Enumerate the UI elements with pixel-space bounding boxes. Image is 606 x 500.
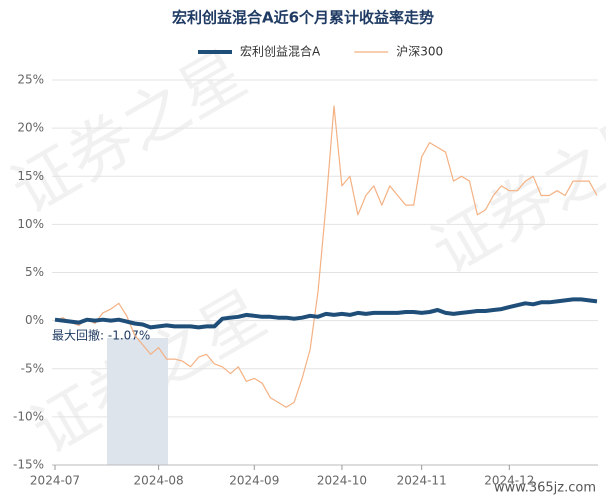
y-tick-label: 0% [25,313,44,327]
annotation: 最大回撤: -1.07% [52,328,150,343]
y-tick-label: 25% [17,73,44,87]
footer: www.365jz.com [494,481,596,496]
y-tick-label: -10% [13,409,44,423]
y-tick-label: 10% [17,217,44,231]
x-tick-label: 2024-12 [484,474,534,488]
line-series [54,297,598,330]
y-tick-label: -15% [13,458,44,472]
drawdown-area [107,338,168,465]
chart-title: 宏利创益混合A近6个月累计收益率走势 [172,9,434,27]
x-tick-label: 2024-11 [397,474,447,488]
x-tick-label: 2024-07 [30,474,80,488]
x-tick-label: 2024-08 [134,474,184,488]
line-series [54,105,598,408]
watermark: 证券之星 [420,97,606,289]
y-tick-label: 20% [17,121,44,135]
legend-label: 宏利创益混合A [240,44,321,59]
x-tick-label: 2024-10 [317,474,367,488]
y-tick-label: 15% [17,169,44,183]
y-tick-label: -5% [21,361,44,375]
x-tick-label: 2024-09 [229,474,279,488]
y-tick-label: 5% [25,265,44,279]
legend-label: 沪深300 [396,45,443,59]
